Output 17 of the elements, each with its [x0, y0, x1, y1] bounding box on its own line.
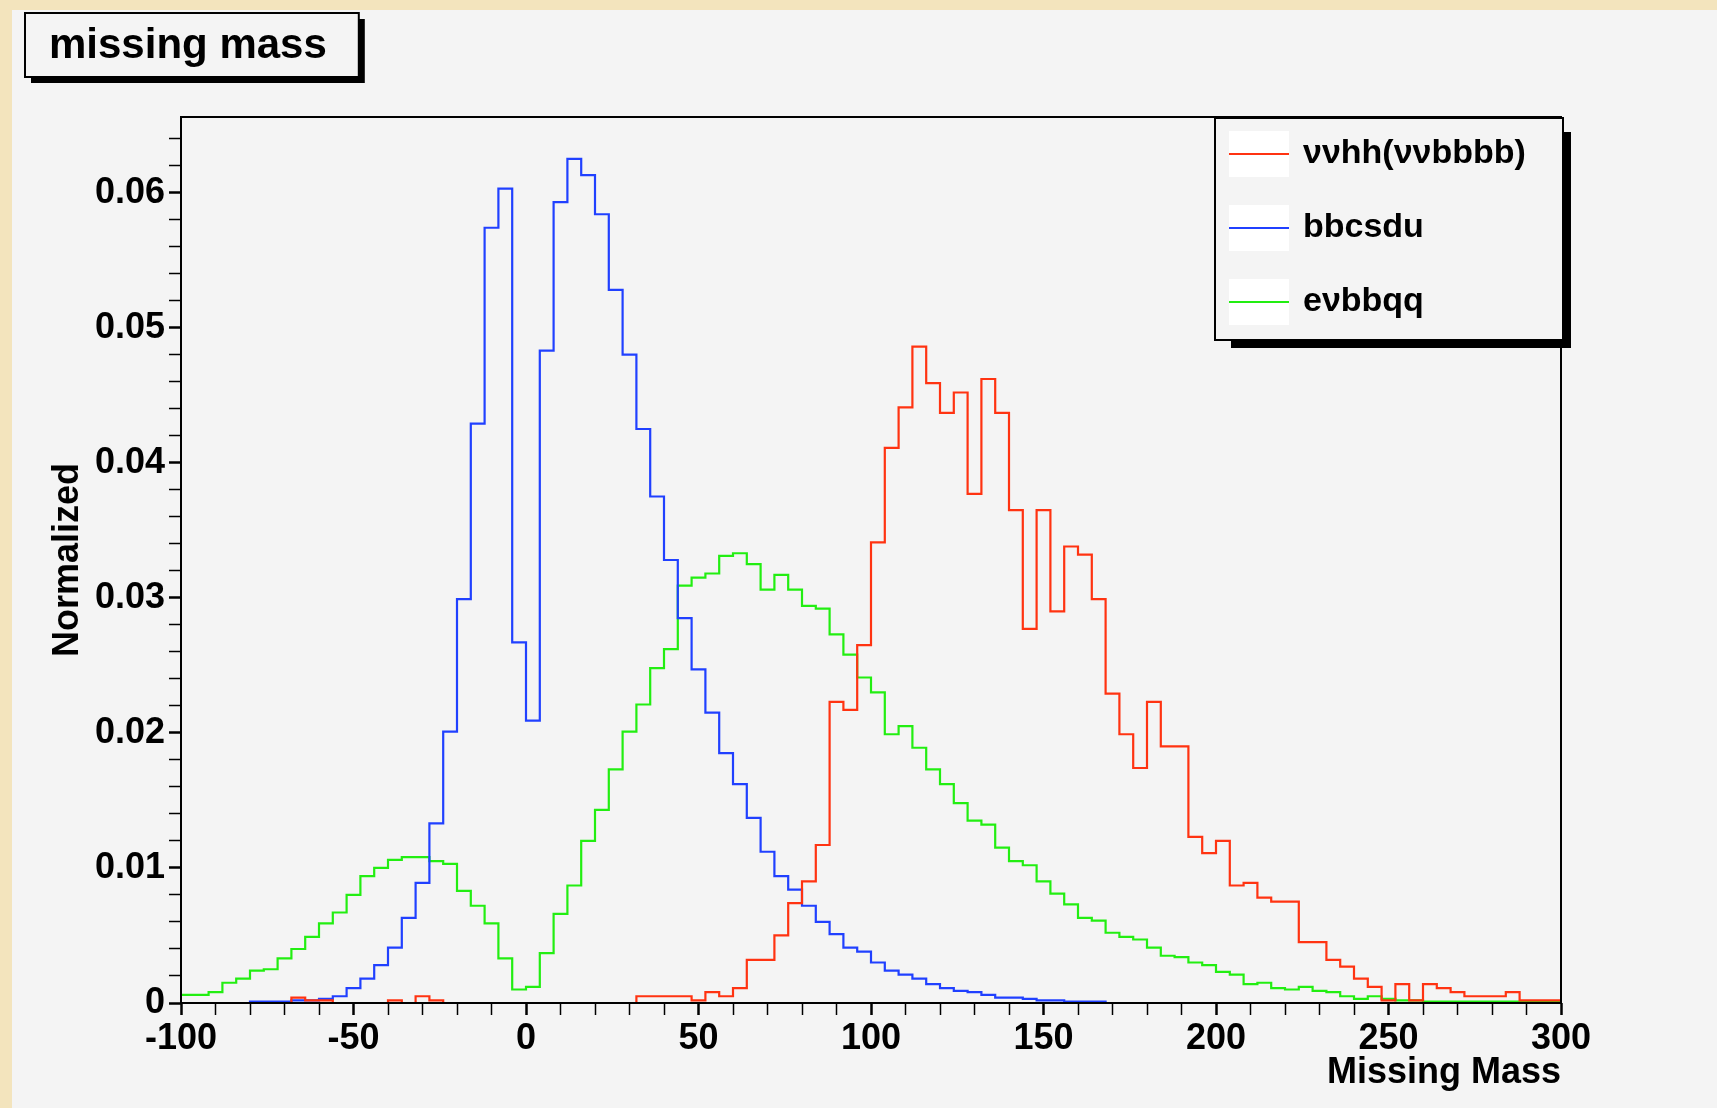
x-tick-label: 150 [1013, 1015, 1074, 1057]
legend-label: bbcsdu [1303, 206, 1424, 245]
y-axis-title: Normalized [44, 462, 86, 658]
y-tick-label: 0.02 [94, 709, 165, 751]
legend-label: ννhh(ννbbbb) [1303, 132, 1526, 171]
legend-label: eνbbqq [1303, 280, 1424, 319]
y-tick-label: 0.04 [94, 439, 165, 481]
x-tick-label: 50 [678, 1015, 719, 1057]
chart-title: missing mass [49, 19, 327, 67]
y-tick-label: 0.01 [94, 844, 165, 886]
x-tick-label: 100 [840, 1015, 902, 1057]
x-tick-label: -50 [327, 1015, 380, 1057]
y-tick-label: 0.06 [94, 169, 165, 211]
x-tick-label: 0 [515, 1015, 537, 1057]
x-tick-label: 200 [1185, 1015, 1247, 1057]
y-tick-label: 0.05 [94, 304, 165, 346]
y-tick-label: 0.03 [94, 574, 165, 616]
